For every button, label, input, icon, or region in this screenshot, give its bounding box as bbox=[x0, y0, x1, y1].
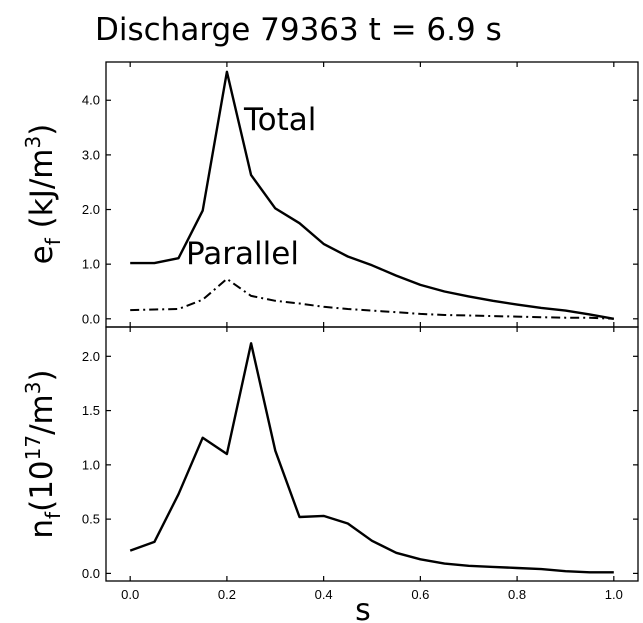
figure-title: Discharge 79363 t = 6.9 s bbox=[95, 12, 502, 48]
top-series bbox=[130, 70, 615, 320]
top-ylabel-sub: f bbox=[41, 237, 65, 245]
y-tick-label: 1.0 bbox=[82, 457, 100, 472]
bottom-plot-frame bbox=[105, 326, 639, 582]
top-panel: 0.0 1.0 2.0 3.0 4.0 Total Parallel ef (kJ/m3… bbox=[21, 61, 639, 328]
y-tick-label: 0.0 bbox=[82, 311, 100, 326]
y-tick-label: 3.0 bbox=[82, 147, 100, 162]
x-tick-label: 0.8 bbox=[508, 587, 526, 602]
y-tick-label: 0.5 bbox=[82, 512, 100, 527]
y-tick-label: 4.0 bbox=[82, 93, 100, 108]
x-tick-label: 0.4 bbox=[315, 587, 333, 602]
x-tick-label: 0.0 bbox=[121, 587, 139, 602]
top-ylabel-main: e bbox=[24, 245, 60, 264]
x-axis-label: s bbox=[355, 593, 371, 623]
top-y-ticks: 0.0 1.0 2.0 3.0 4.0 bbox=[82, 62, 638, 327]
series-line-parallel bbox=[130, 277, 614, 320]
bottom-ylabel-open: (10 bbox=[24, 460, 60, 512]
bottom-x-ticks: 0.0 0.2 0.4 0.6 0.8 1.0 bbox=[121, 587, 623, 602]
series-line-bottom bbox=[129, 342, 614, 574]
x-tick-label: 0.6 bbox=[411, 587, 429, 602]
series-line-total bbox=[130, 70, 615, 320]
top-plot-frame bbox=[105, 61, 639, 328]
y-tick-label: 0.0 bbox=[82, 566, 100, 581]
top-ylabel-close: ) bbox=[24, 124, 60, 136]
y-tick-label: 1.0 bbox=[82, 257, 100, 272]
bottom-ylabel-sub: f bbox=[41, 511, 65, 519]
x-tick-label: 1.0 bbox=[605, 587, 623, 602]
top-y-axis-label: ef (kJ/m3) bbox=[21, 124, 65, 265]
bottom-ylabel-close2: ) bbox=[24, 369, 60, 381]
bottom-ylabel-sup2: 3 bbox=[21, 382, 45, 395]
bottom-y-ticks: 0.0 0.5 1.0 1.5 2.0 bbox=[82, 327, 638, 581]
y-tick-label: 1.5 bbox=[82, 403, 100, 418]
bottom-panel: 0.0 0.5 1.0 1.5 2.0 0.0 0.2 0.4 0.6 0.8 1.0 nf(10… bbox=[21, 326, 639, 602]
top-ylabel-sup: 3 bbox=[21, 136, 45, 149]
y-tick-label: 2.0 bbox=[82, 202, 100, 217]
bottom-series bbox=[129, 342, 614, 574]
top-ylabel-open: (kJ/m bbox=[24, 149, 60, 239]
bottom-ylabel-main: n bbox=[24, 519, 60, 539]
bottom-y-axis-label: nf(1017/m3) bbox=[21, 369, 65, 538]
annotation-parallel: Parallel bbox=[186, 236, 299, 272]
annotation-total: Total bbox=[243, 102, 316, 138]
bottom-ylabel-close: /m bbox=[24, 394, 60, 435]
y-tick-label: 2.0 bbox=[82, 349, 100, 364]
bottom-ylabel-sup: 17 bbox=[21, 435, 45, 460]
x-tick-label: 0.2 bbox=[218, 587, 236, 602]
